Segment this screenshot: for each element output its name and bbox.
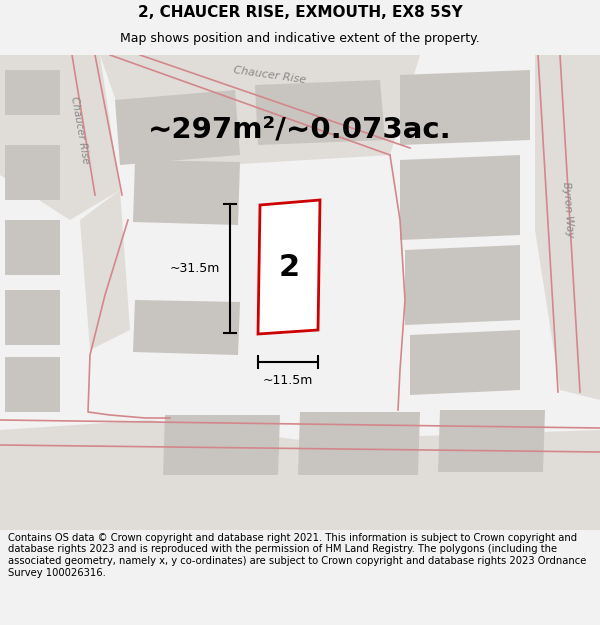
Polygon shape [133, 300, 240, 355]
Text: Contains OS data © Crown copyright and database right 2021. This information is : Contains OS data © Crown copyright and d… [8, 533, 586, 578]
Text: 2: 2 [278, 253, 299, 282]
Polygon shape [255, 80, 385, 145]
Polygon shape [298, 412, 420, 475]
Polygon shape [258, 200, 320, 334]
Bar [5, 145, 60, 200]
Text: Chaucer Rise: Chaucer Rise [233, 65, 307, 85]
Polygon shape [133, 160, 240, 225]
Text: Map shows position and indicative extent of the property.: Map shows position and indicative extent… [120, 32, 480, 45]
Text: Chaucer Rise: Chaucer Rise [69, 96, 91, 164]
Polygon shape [400, 155, 520, 240]
Polygon shape [163, 415, 280, 475]
Text: 2, CHAUCER RISE, EXMOUTH, EX8 5SY: 2, CHAUCER RISE, EXMOUTH, EX8 5SY [137, 4, 463, 19]
Text: Byron Way: Byron Way [561, 182, 575, 238]
Polygon shape [80, 190, 130, 350]
Polygon shape [410, 330, 520, 395]
Bar [5, 220, 60, 275]
Polygon shape [400, 70, 530, 145]
Polygon shape [0, 55, 120, 220]
Polygon shape [0, 420, 600, 530]
Polygon shape [405, 245, 520, 325]
Polygon shape [535, 55, 600, 400]
Polygon shape [115, 90, 240, 165]
Bar [5, 357, 60, 412]
Bar [5, 290, 60, 345]
Polygon shape [100, 55, 420, 170]
Polygon shape [438, 410, 545, 472]
Bar [5, 70, 60, 115]
Text: ~11.5m: ~11.5m [263, 374, 313, 387]
Text: ~31.5m: ~31.5m [170, 262, 220, 275]
Text: ~297m²/~0.073ac.: ~297m²/~0.073ac. [148, 116, 452, 144]
